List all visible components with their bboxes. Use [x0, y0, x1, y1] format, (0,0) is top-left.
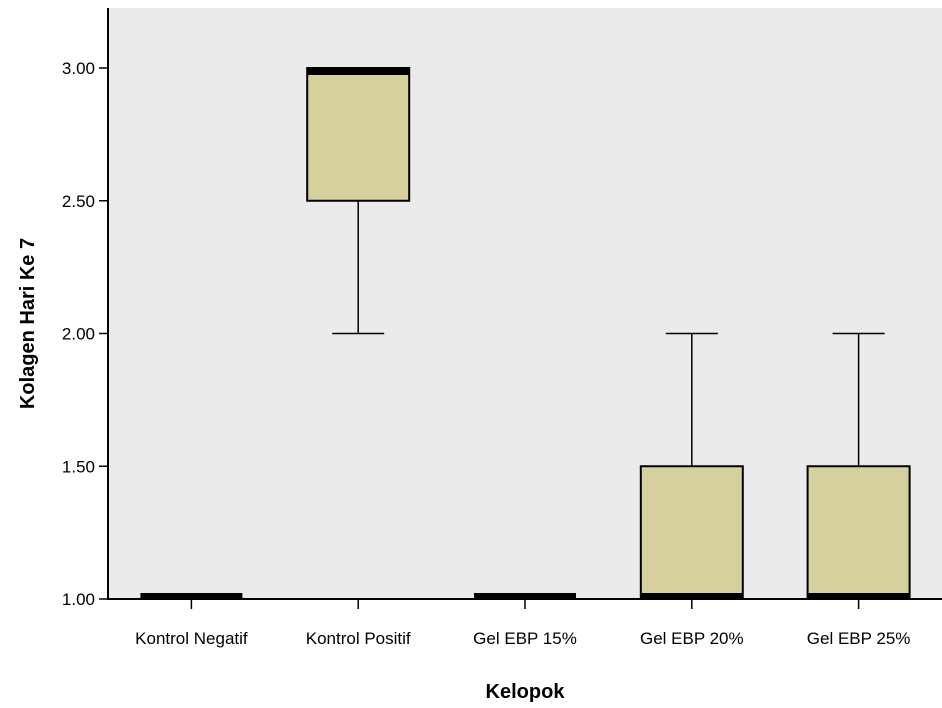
plot-area — [108, 8, 942, 599]
box-group — [306, 67, 411, 335]
y-tick-label: 2.00 — [62, 325, 95, 344]
boxes-layer — [140, 67, 911, 600]
x-tick-label: Gel EBP 20% — [640, 629, 744, 648]
y-tick-label: 1.50 — [62, 457, 95, 476]
box-body — [806, 465, 911, 600]
box-body — [306, 67, 411, 202]
box-group — [639, 332, 744, 600]
x-tick-label: Kontrol Negatif — [135, 629, 248, 648]
y-tick-label: 2.50 — [62, 192, 95, 211]
axes-layer: 1.00 1.50 2.00 2.50 3.00 Kontrol Negatif Kontr… — [62, 8, 942, 648]
box-body — [639, 465, 744, 600]
x-axis-title: Kelopok — [486, 681, 566, 703]
box-group — [806, 332, 911, 600]
y-axis-title: Kolagen Hari Ke 7 — [17, 238, 39, 409]
y-tick-label: 1.00 — [62, 590, 95, 609]
y-tick-label: 3.00 — [62, 59, 95, 78]
x-tick-label: Gel EBP 15% — [473, 629, 577, 648]
x-tick-label: Gel EBP 25% — [807, 629, 911, 648]
x-tick-label: Kontrol Positif — [306, 629, 411, 648]
